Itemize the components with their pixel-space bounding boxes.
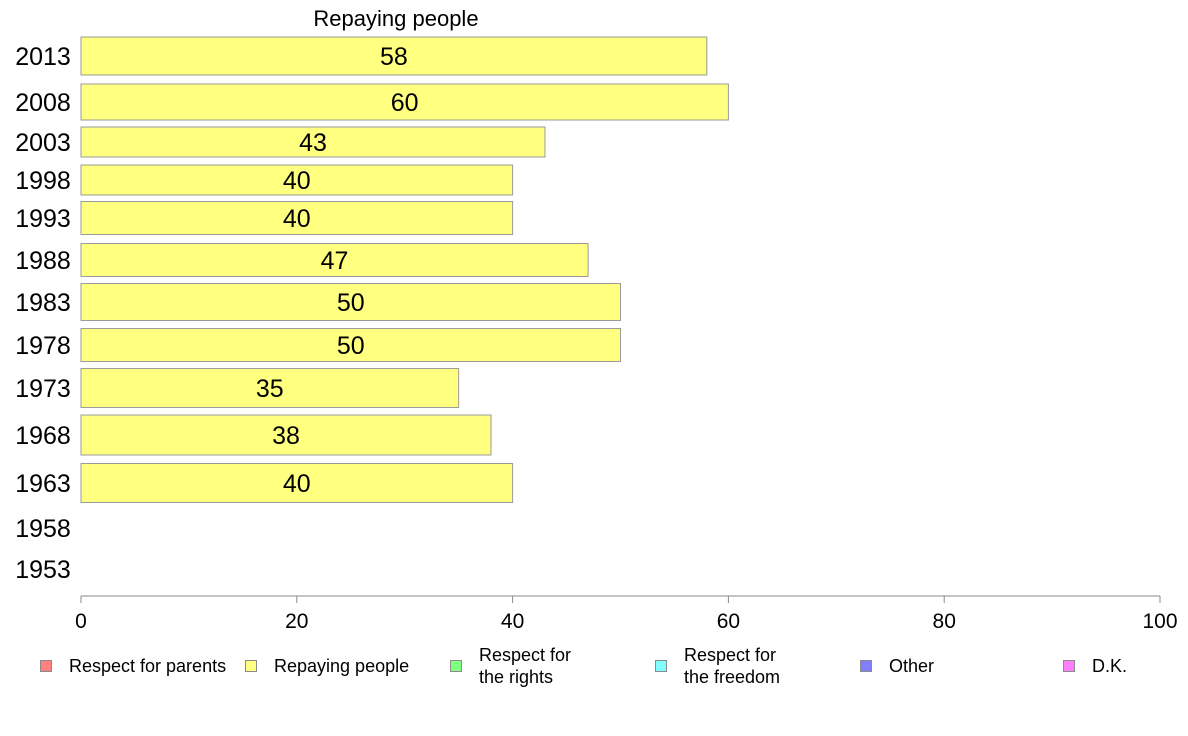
legend-label: Respect for the rights [479,645,572,687]
bar-2008 [80,83,729,121]
data-label-2008: 60 [391,89,419,117]
data-label-1978: 50 [337,332,365,360]
bar-1963 [80,463,514,503]
legend-swatch [860,660,872,672]
x-tick-label-40: 40 [501,610,524,633]
x-tick-label-0: 0 [75,610,87,633]
legend-swatch [245,660,257,672]
category-label-1978: 1978 [15,332,71,360]
category-label-1983: 1983 [15,289,71,317]
data-label-1963: 40 [283,470,311,498]
data-label-1998: 40 [283,167,311,195]
bar-1978 [80,328,621,362]
legend: Respect for parents Repaying people Respec… [0,640,1188,700]
legend-label: Other [889,656,935,676]
category-label-2008: 2008 [15,89,71,117]
category-labels: 2013 2008 2003 1998 1993 1988 1983 1978 1973 1968… [15,43,71,584]
data-label-2003: 43 [299,129,327,157]
bar-chart: Repaying people 58 60 43 40 40 47 50 50 35 38 40 2… [15,6,1178,633]
legend-label: Repaying people [274,656,410,676]
category-label-1988: 1988 [15,247,71,275]
x-tick-label-60: 60 [717,610,740,633]
data-label-1993: 40 [283,205,311,233]
bar-1988 [80,243,589,277]
category-label-2013: 2013 [15,43,71,71]
bar-1993 [80,201,514,235]
category-label-1998: 1998 [15,167,71,195]
data-label-1988: 47 [321,247,349,275]
bar-1998 [80,164,514,196]
legend-swatch [1063,660,1075,672]
legend-swatch [40,660,52,672]
category-label-1973: 1973 [15,375,71,403]
data-label-1983: 50 [337,289,365,317]
bar-1968 [80,414,492,456]
data-label-1973: 35 [256,375,284,403]
legend-item: Respect for the rights [450,644,571,688]
category-label-1953: 1953 [15,556,71,584]
legend-label: D.K. [1092,656,1128,676]
legend-item: D.K. [1063,644,1127,688]
category-label-1963: 1963 [15,470,71,498]
bar-1973 [80,368,460,408]
category-label-1993: 1993 [15,205,71,233]
legend-swatch [450,660,462,672]
bars-layer: 58 60 43 40 40 47 50 50 35 38 40 [80,36,729,503]
chart-title: Repaying people [313,6,478,31]
data-label-1968: 38 [272,422,300,450]
legend-item: Other [860,644,934,688]
x-tick-label-100: 100 [1142,610,1177,633]
legend-swatch [655,660,667,672]
legend-label: Respect for the freedom [684,645,781,687]
x-tick-label-80: 80 [933,610,956,633]
legend-item: Repaying people [245,644,409,688]
legend-label: Respect for parents [69,656,227,676]
category-label-2003: 2003 [15,129,71,157]
data-label-2013: 58 [380,43,408,71]
x-axis: 0 20 40 60 80 100 [75,595,1178,633]
legend-item: Respect for the freedom [655,644,780,688]
category-label-1968: 1968 [15,422,71,450]
category-label-1958: 1958 [15,515,71,543]
bar-2003 [80,126,546,158]
legend-item: Respect for parents [40,644,226,688]
bar-1983 [80,283,621,321]
bar-2013 [80,36,708,76]
x-tick-label-20: 20 [285,610,308,633]
